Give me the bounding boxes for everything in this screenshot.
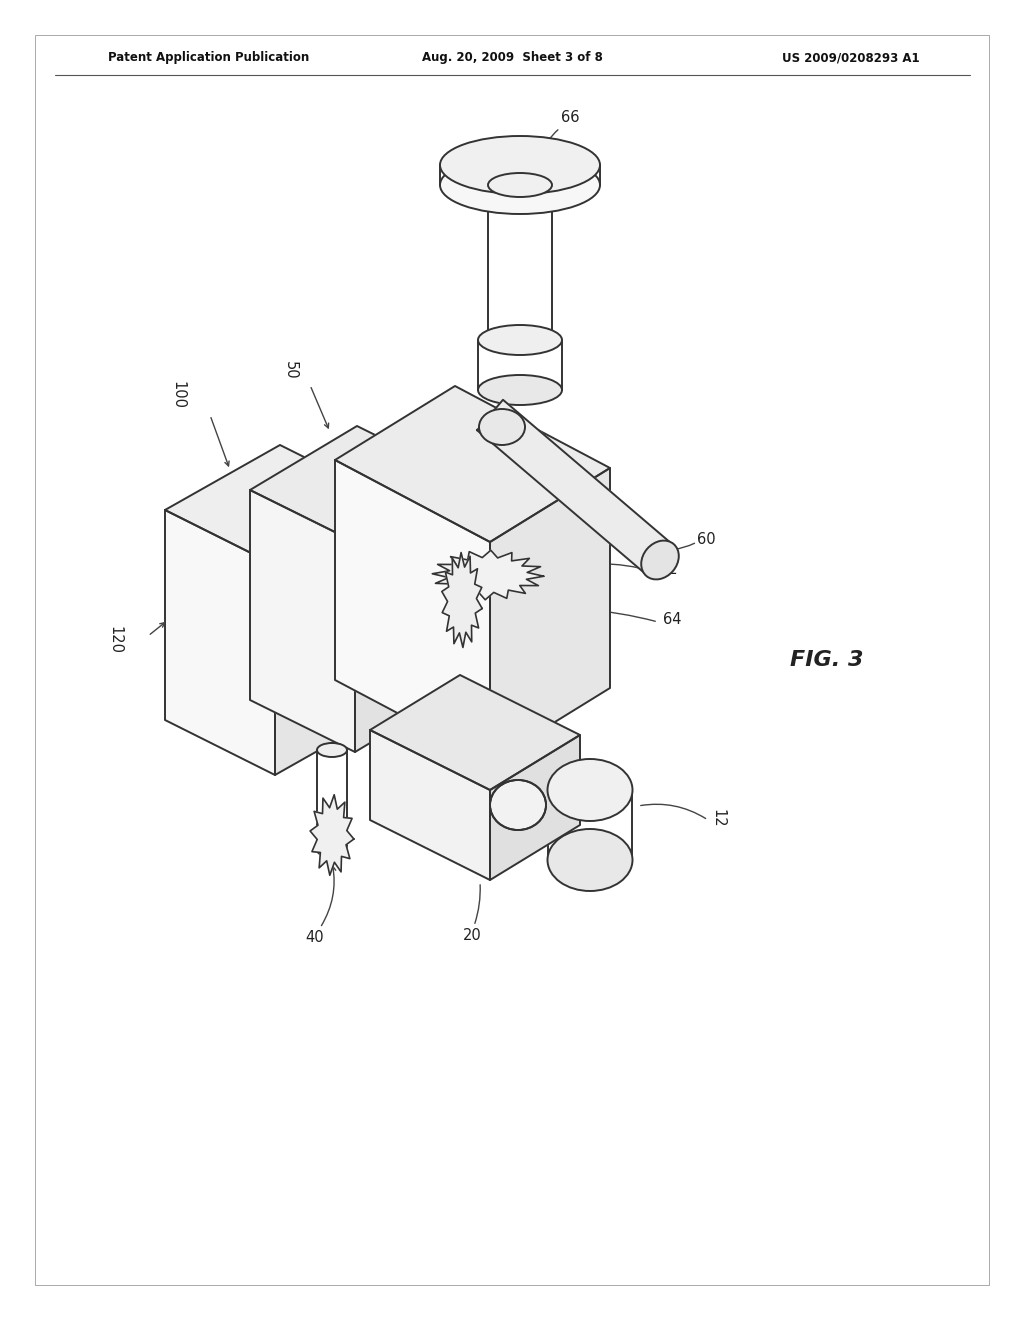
Text: 66: 66 (561, 111, 580, 125)
Text: 100: 100 (171, 381, 185, 409)
Polygon shape (490, 735, 580, 880)
Text: 20: 20 (463, 928, 481, 944)
Polygon shape (165, 445, 390, 565)
Text: Patent Application Publication: Patent Application Publication (108, 51, 309, 65)
Polygon shape (355, 478, 462, 752)
Ellipse shape (317, 843, 347, 857)
Polygon shape (310, 795, 354, 875)
Ellipse shape (548, 759, 633, 821)
Polygon shape (441, 553, 482, 648)
Polygon shape (275, 500, 390, 775)
Ellipse shape (317, 743, 347, 756)
Polygon shape (335, 385, 610, 543)
Ellipse shape (488, 327, 552, 352)
Text: 62: 62 (658, 562, 677, 578)
Polygon shape (165, 510, 275, 775)
Ellipse shape (478, 325, 562, 355)
Text: FIG. 3: FIG. 3 (790, 649, 863, 671)
Ellipse shape (488, 173, 552, 197)
Polygon shape (477, 400, 673, 576)
Polygon shape (250, 490, 355, 752)
Text: 40: 40 (306, 931, 325, 945)
Polygon shape (432, 550, 544, 599)
Text: 12: 12 (711, 809, 725, 828)
Polygon shape (335, 459, 490, 762)
Ellipse shape (440, 136, 600, 194)
Ellipse shape (440, 156, 600, 214)
Text: 120: 120 (108, 626, 123, 653)
Ellipse shape (478, 375, 562, 405)
Text: 60: 60 (696, 532, 716, 548)
Polygon shape (250, 426, 462, 543)
Text: 50: 50 (283, 360, 298, 379)
Polygon shape (490, 469, 610, 762)
Text: 64: 64 (663, 612, 681, 627)
Ellipse shape (479, 409, 525, 445)
Ellipse shape (490, 780, 546, 830)
Ellipse shape (548, 829, 633, 891)
Text: US 2009/0208293 A1: US 2009/0208293 A1 (782, 51, 920, 65)
Polygon shape (370, 675, 580, 789)
Text: Aug. 20, 2009  Sheet 3 of 8: Aug. 20, 2009 Sheet 3 of 8 (422, 51, 602, 65)
Ellipse shape (641, 541, 679, 579)
Polygon shape (370, 730, 490, 880)
